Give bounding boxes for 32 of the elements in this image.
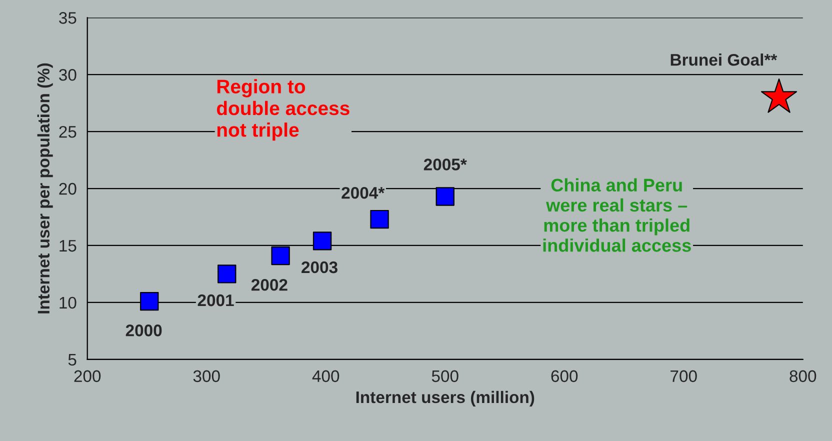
x-tick-label: 800 [790,370,816,382]
y-tick-label: 15 [60,240,76,252]
annotation: 2005* [424,158,467,170]
point [271,246,290,266]
y-tick-label: 30 [59,69,76,81]
y-tick-label: 5 [68,354,76,366]
annotation: 2003 [302,261,338,274]
point [761,78,798,113]
annotation: China and Peru were real stars – more than tripled individual access [543,178,691,252]
y-tick-label: 20 [59,182,76,195]
y-tick-label: 10 [60,296,76,309]
y-tick-label: 35 [59,12,76,24]
point [218,264,236,284]
annotation: 2001 [198,294,234,306]
annotation: 2004* [342,186,385,199]
point [436,187,454,206]
x-tick-label: 200 [74,370,101,382]
x-tick-label: 700 [670,370,697,382]
x-tick-label: 500 [432,370,458,382]
x-tick-label: 400 [312,370,340,382]
y-tick-label: 25 [59,126,76,138]
x-axis-title: Internet users (million) [356,390,534,406]
annotation: 2002 [251,278,288,291]
x-tick-label: 600 [551,370,578,382]
annotation: Brunei Goal** [670,54,778,66]
point [312,232,332,250]
x-tick-label: 300 [193,370,220,382]
point [370,210,389,229]
annotation: Region to double access not triple [216,79,350,141]
point [140,292,159,311]
y-axis-title: Internet user per population (%) [37,63,53,314]
annotation: 2000 [126,324,162,336]
